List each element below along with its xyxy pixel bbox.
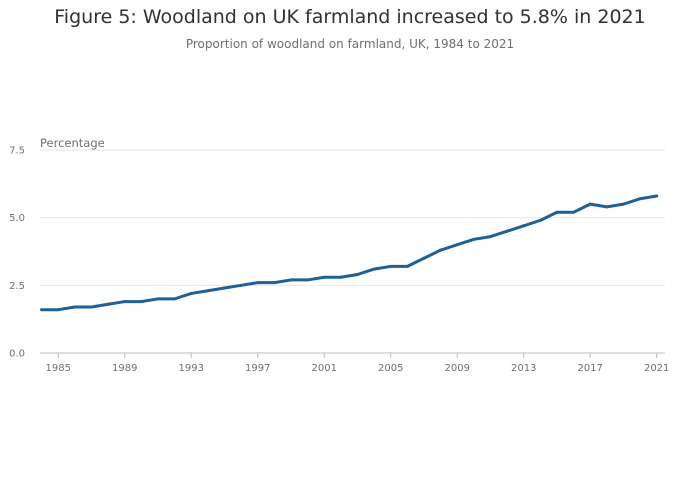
data-point (621, 202, 625, 206)
data-point (239, 283, 243, 287)
x-tick-label: 2001 (312, 363, 337, 374)
y-tick-label: 2.5 (9, 281, 25, 292)
data-point (472, 237, 476, 241)
data-point (405, 264, 409, 268)
y-tick-label: 7.5 (9, 146, 25, 157)
data-point (339, 275, 343, 279)
series-group (40, 194, 659, 312)
data-point (422, 256, 426, 260)
y-tick-label: 5.0 (9, 213, 25, 224)
data-point (505, 229, 509, 233)
data-point (156, 297, 160, 301)
data-point (355, 273, 359, 277)
data-point (488, 235, 492, 239)
data-point (572, 210, 576, 214)
data-point (256, 281, 260, 285)
y-axis-label: Percentage (40, 136, 105, 150)
data-point (588, 202, 592, 206)
data-point (555, 210, 559, 214)
x-tick-label: 1989 (112, 363, 137, 374)
chart-title: Figure 5: Woodland on UK farmland increa… (54, 6, 646, 28)
data-point (322, 275, 326, 279)
data-point (289, 278, 293, 282)
data-point (56, 308, 60, 312)
gridlines (40, 149, 665, 354)
data-point (389, 264, 393, 268)
data-point (40, 308, 44, 312)
data-point (139, 300, 143, 304)
data-point (638, 197, 642, 201)
data-point (372, 267, 376, 271)
data-point (538, 218, 542, 222)
data-point (206, 289, 210, 293)
x-tick-label: 1997 (245, 363, 270, 374)
data-point (223, 286, 227, 290)
data-point (106, 302, 110, 306)
series-line (40, 194, 659, 312)
data-point (655, 194, 659, 198)
data-point (605, 205, 609, 209)
data-point (455, 243, 459, 247)
x-axis-ticks: 1985 1989 1993 1997 2001 2005 2009 2013 2017 2021 (46, 353, 669, 374)
data-point (306, 278, 310, 282)
x-tick-label: 2021 (644, 363, 669, 374)
data-point (272, 281, 276, 285)
data-point (189, 291, 193, 295)
x-tick-label: 1985 (46, 363, 71, 374)
y-axis-ticks: 0.0 2.5 5.0 7.5 (9, 146, 25, 360)
x-tick-label: 2009 (444, 363, 469, 374)
x-tick-label: 2017 (577, 363, 602, 374)
data-point (522, 224, 526, 228)
data-point (439, 248, 443, 252)
data-point (73, 305, 77, 309)
data-point (90, 305, 94, 309)
y-tick-label: 0.0 (9, 349, 25, 360)
x-tick-label: 2013 (511, 363, 536, 374)
data-point (173, 297, 177, 301)
x-tick-label: 2005 (378, 363, 403, 374)
chart-subtitle: Proportion of woodland on farmland, UK, … (185, 37, 515, 51)
x-tick-label: 1993 (179, 363, 204, 374)
data-point (123, 300, 127, 304)
